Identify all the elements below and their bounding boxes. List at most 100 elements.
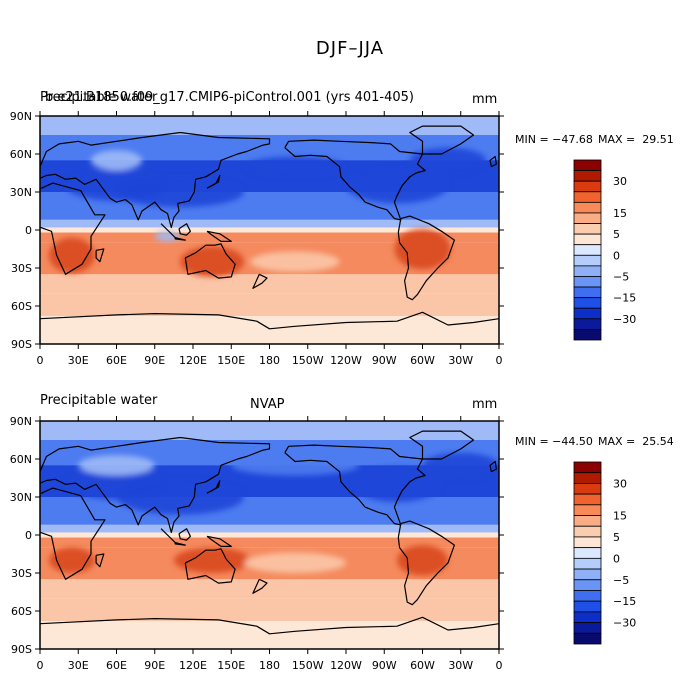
lon-tick-label: 60W [410,354,435,367]
field-blotch [397,545,448,576]
field-blotch [409,147,487,173]
coastline [40,131,271,229]
lat-tick-label: 30N [10,491,32,504]
lat-tick-label: 60N [10,148,32,161]
lon-tick-label: 120E [179,659,207,672]
colorbar-swatch [573,170,602,182]
field-band [40,274,499,294]
colorbar-swatch [573,276,602,288]
colorbar-swatch [573,233,602,246]
lon-tick-label: 30W [448,354,473,367]
field-blotch [346,167,448,204]
colorbar-label: 5 [613,228,620,241]
lat-tick-label: 90S [11,643,32,656]
field-blotch [422,452,499,479]
lon-tick-label: 30W [448,659,473,672]
field-band [40,293,499,317]
lat-tick-label: 90N [10,415,32,428]
coastline [206,535,232,547]
colorbar-swatch [573,254,602,267]
lon-tick-label: 150E [217,354,245,367]
colorbar-swatch [573,286,602,299]
field-blotch [91,150,142,171]
colorbar-label: −15 [613,595,636,608]
lon-tick-label: 180 [259,354,280,367]
lon-tick-label: 120W [330,354,362,367]
colorbar-swatch [573,223,602,235]
lon-tick-label: 150W [292,659,324,672]
field-band [40,421,499,440]
colorbar-swatch [573,590,602,602]
colorbar-swatch [573,297,602,309]
field-band [40,232,499,243]
panel2-map: 90N 60N 30N 0 30S 60S 90S 0 30E 60E 90E 120E 150E 180… [10,415,504,672]
colorbar-swatch [573,159,602,171]
lon-tick-label: 0 [37,659,44,672]
panel1-units-label: mm [472,92,498,107]
lon-tick-label: 180 [259,659,280,672]
colorbar-swatch [573,568,602,581]
coastline [206,230,232,242]
colorbar-swatch [573,244,602,256]
field-blotch [231,455,359,476]
colorbar-swatch [573,600,602,613]
coastline [252,273,268,289]
panel1-map: 90N 60N 30N 0 30S 60S 90S 0 30E 60E 90E 120E 150E 180… [10,110,504,367]
colorbar-swatch [573,318,602,330]
field-band [40,579,499,599]
colorbar-swatch [573,265,602,277]
field-blotches [48,147,487,277]
map-field [40,116,499,344]
lon-tick-label: 60W [410,659,435,672]
colorbar-swatch [573,180,602,193]
coastline [178,223,191,236]
colorbars: 30 15 5 0 −5 −15 −30 30 15 5 0 −5 −15 −30 [573,159,636,645]
lon-tick-label: 60E [106,354,127,367]
panel2-variable-label: Precipitable water [40,393,158,408]
field-blotch [180,246,244,277]
colorbar-label: −5 [613,270,629,283]
panel2-dataset-label: NVAP [250,397,285,412]
lon-tick-label: 120E [179,354,207,367]
field-band [40,316,499,344]
coastline [397,215,455,301]
panel2-units-label: mm [472,397,498,412]
lat-tick-label: 60S [11,300,32,313]
colorbar-swatch [573,329,602,341]
lat-tick-label: 60S [11,605,32,618]
field-blotch [116,176,244,208]
colorbar-label: 0 [613,249,620,262]
lat-tick-label: 90S [11,338,32,351]
lon-tick-label: 0 [496,659,503,672]
lat-tick-label: 90N [10,110,32,123]
coastline [40,436,271,534]
coastline [178,528,191,541]
colorbar-swatch [573,483,602,495]
colorbar-label: −30 [613,313,636,326]
lon-tick-label: 90E [144,354,165,367]
lat-tick-label: 0 [25,529,32,542]
lat-tick-label: 30N [10,186,32,199]
coastline [184,243,236,279]
colorbar-swatch [573,472,602,484]
colorbar-swatch [573,536,602,549]
coastline [489,155,497,168]
colorbar-swatch [573,515,602,527]
coastline [40,311,499,330]
field-band [40,524,499,533]
coastline [284,139,426,221]
field-band [40,621,499,649]
colorbar-swatch [573,201,602,214]
lat-tick-label: 0 [25,224,32,237]
lon-tick-label: 150W [292,354,324,367]
coastline [284,444,426,526]
coastline [206,479,221,494]
coastline [40,182,106,275]
lon-tick-label: 0 [496,354,503,367]
colorbar-swatch [573,191,602,203]
lon-tick-label: 150E [217,659,245,672]
lon-tick-label: 0 [37,354,44,367]
coastline [252,578,268,594]
field-blotch [116,479,244,515]
